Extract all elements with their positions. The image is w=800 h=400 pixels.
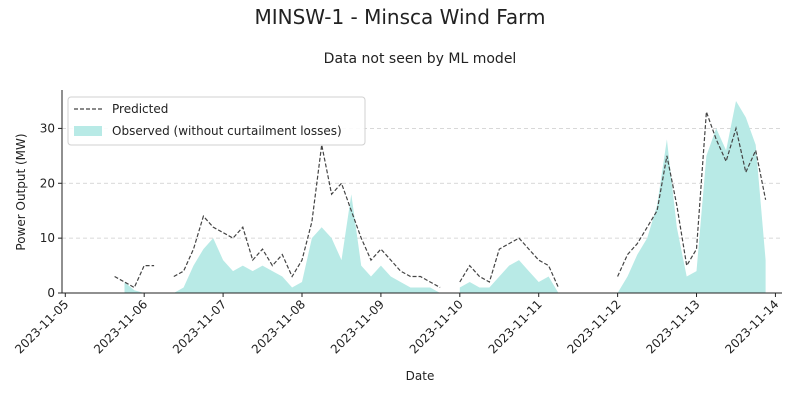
- y-tick-label: 30: [40, 121, 55, 135]
- x-tick-label: 2023-11-13: [643, 297, 702, 356]
- y-axis-label: Power Output (MW): [14, 133, 28, 250]
- x-tick-label: 2023-11-09: [328, 297, 387, 356]
- x-tick-label: 2023-11-06: [91, 297, 150, 356]
- y-tick-label: 10: [40, 231, 55, 245]
- observed-area: [124, 101, 766, 293]
- x-tick-label: 2023-11-07: [170, 297, 229, 356]
- x-tick-label: 2023-11-14: [722, 297, 781, 356]
- x-tick-label: 2023-11-05: [12, 297, 71, 356]
- predicted-line: [114, 111, 767, 289]
- x-tick-label: 2023-11-12: [565, 297, 624, 356]
- y-tick-label: 0: [47, 286, 55, 300]
- x-tick-label: 2023-11-08: [249, 297, 308, 356]
- y-tick-label: 20: [40, 176, 55, 190]
- legend-label: Predicted: [112, 102, 168, 116]
- x-tick-label: 2023-11-10: [407, 297, 466, 356]
- legend-label: Observed (without curtailment losses): [112, 124, 342, 138]
- legend-box: [67, 96, 366, 146]
- x-tick-label: 2023-11-11: [486, 297, 545, 356]
- legend-swatch: [74, 126, 102, 136]
- chart-title: MINSW-1 - Minsca Wind Farm: [254, 5, 545, 29]
- x-axis-label: Date: [406, 369, 435, 383]
- chart-subtitle: Data not seen by ML model: [324, 51, 517, 67]
